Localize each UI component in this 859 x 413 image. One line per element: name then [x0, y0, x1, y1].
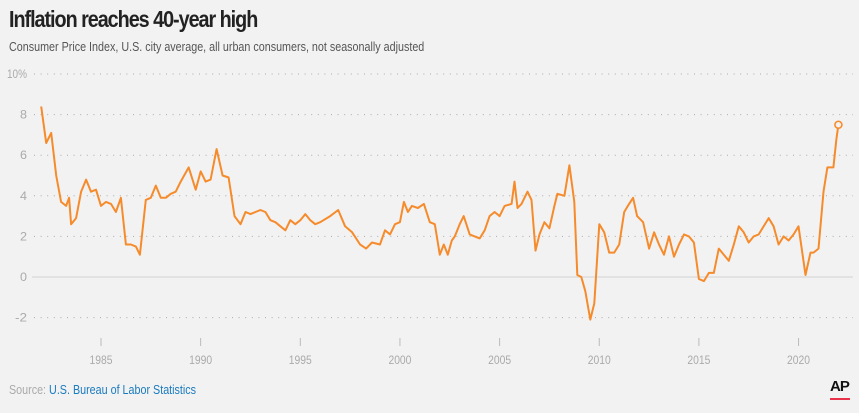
- x-tick-label: 2015: [687, 353, 710, 367]
- ap-logo-text: AP: [830, 378, 850, 395]
- x-axis-ticks: 1985 1990 1995 2000 2005 2010 2015 2020: [90, 338, 810, 367]
- source-note: Source: U.S. Bureau of Labor Statistics: [9, 383, 196, 397]
- x-tick-label: 2005: [488, 353, 511, 367]
- end-marker: [834, 120, 843, 130]
- x-tick-label: 2020: [787, 353, 810, 367]
- cpi-line: [40, 106, 840, 321]
- source-link[interactable]: U.S. Bureau of Labor Statistics: [49, 383, 197, 397]
- source-label: Source:: [9, 383, 47, 397]
- y-tick-label: -2: [15, 311, 27, 325]
- y-tick-label: 6: [20, 148, 27, 162]
- x-tick-label: 1985: [90, 353, 113, 367]
- x-tick-label: 2000: [388, 353, 411, 367]
- x-tick-label: 1990: [189, 353, 212, 367]
- y-tick-label: 10%: [7, 67, 27, 81]
- y-tick-label: 2: [20, 229, 27, 243]
- gridlines: [32, 73, 853, 319]
- ap-logo-bar: [830, 398, 850, 400]
- chart-subtitle: Consumer Price Index, U.S. city average,…: [9, 40, 425, 54]
- cpi-series: [40, 106, 843, 321]
- chart-title: Inflation reaches 40-year high: [9, 6, 258, 32]
- y-tick-label: 8: [20, 108, 27, 122]
- y-tick-label: 4: [20, 189, 27, 203]
- x-tick-label: 2010: [588, 353, 611, 367]
- x-tick-label: 1995: [289, 353, 312, 367]
- y-tick-label: 0: [20, 270, 27, 284]
- y-axis-ticks: 10% 8 6 4 2 0 -2: [7, 67, 27, 325]
- ap-logo: AP: [830, 378, 850, 402]
